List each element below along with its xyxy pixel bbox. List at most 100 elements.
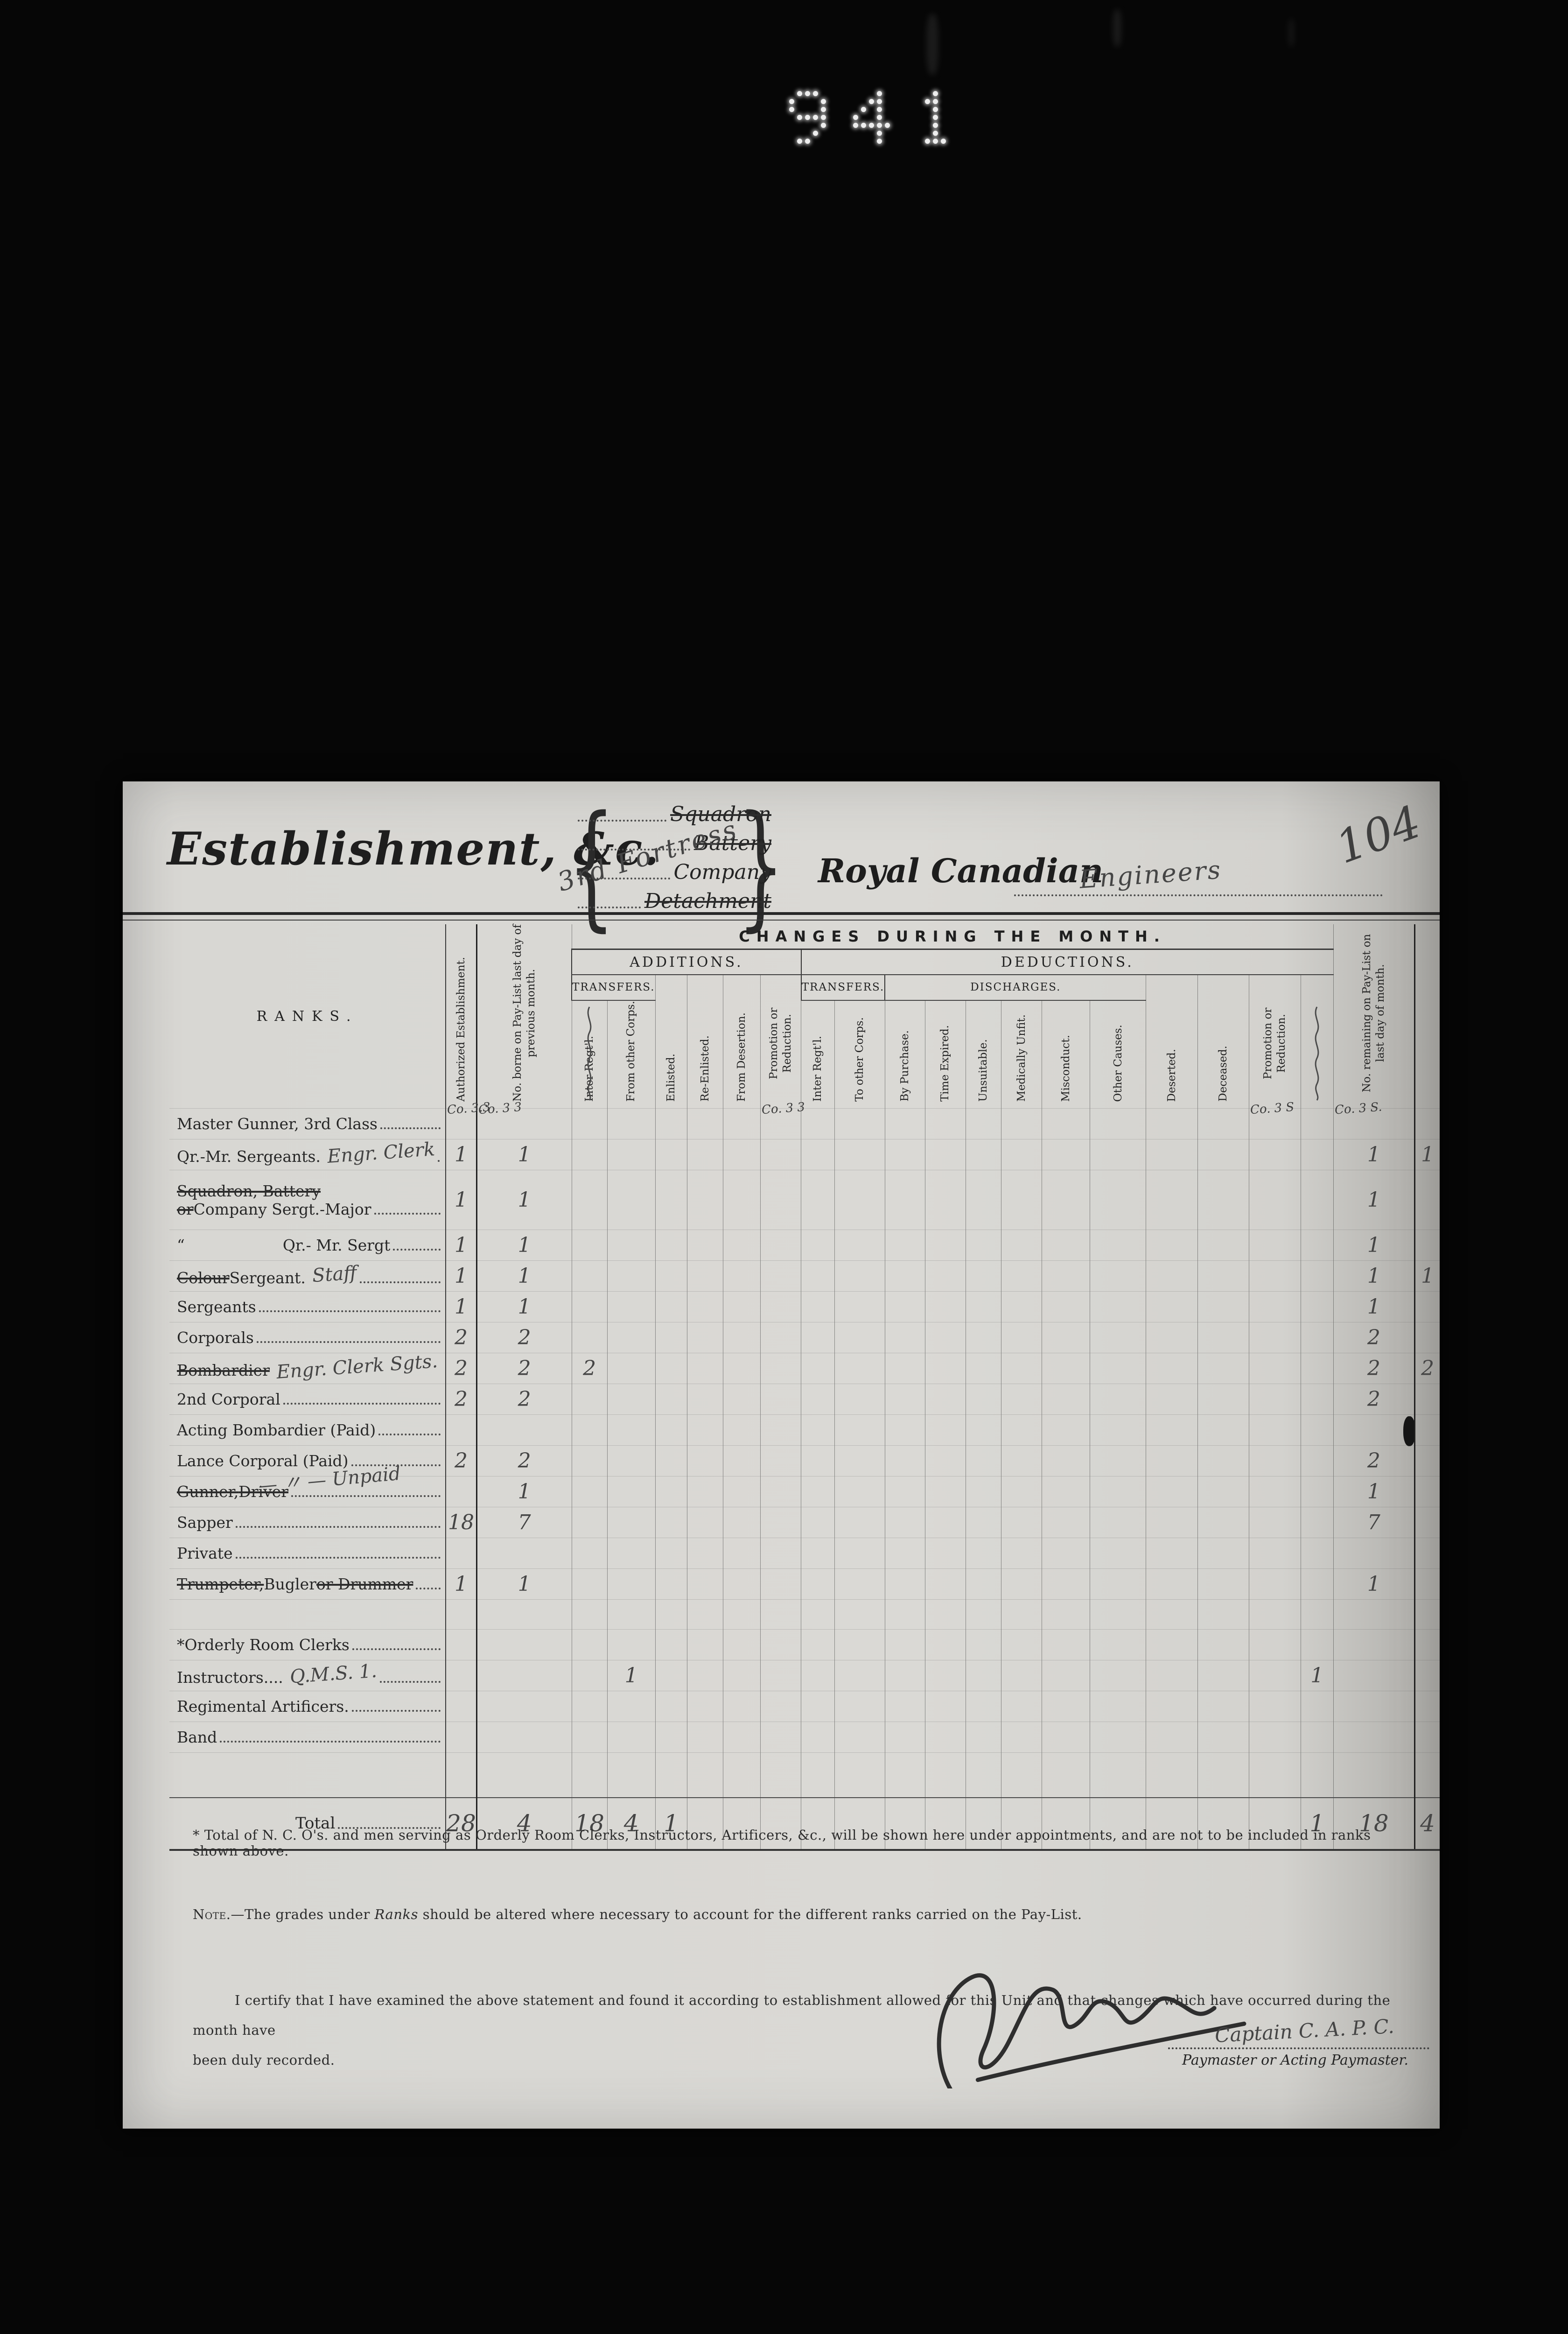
- value-cell-re_enlisted: [687, 1291, 723, 1322]
- value-cell-misconduct: [1042, 1230, 1091, 1261]
- value-cell-purchase: [885, 1414, 926, 1446]
- value-cell-desertion: [723, 1476, 761, 1507]
- value-cell-d_inter: [801, 1476, 835, 1507]
- value-cell-d_promo: [1249, 1353, 1301, 1384]
- value-cell-d_blank: [1301, 1752, 1334, 1798]
- value-cell-margin: [1415, 1538, 1440, 1569]
- value-cell-a_promo: [760, 1291, 802, 1322]
- value-cell-purchase: [885, 1660, 926, 1691]
- table-row-qr-mr-sergt: “ Qr.- Mr. Sergt 1 1 1: [169, 1230, 1440, 1261]
- value-cell-time: [925, 1108, 966, 1139]
- value-cell-time: [925, 1797, 966, 1850]
- value-cell-a_inter: [572, 1445, 608, 1476]
- value-cell-margin: 4: [1415, 1798, 1440, 1850]
- value-cell-d_blank: [1301, 1170, 1334, 1230]
- value-cell-a_inter: [572, 1629, 608, 1660]
- value-cell-desertion: [723, 1108, 761, 1139]
- value-cell-d_promo: [1249, 1476, 1301, 1507]
- table-row-bombardier: Bombardier Engr. Clerk Sgts. 2 2 2 2 2: [169, 1350, 1440, 1384]
- value-cell-d_corps: [834, 1414, 885, 1446]
- value-cell-a_inter: [572, 1291, 608, 1322]
- value-cell-deserted: [1146, 1108, 1198, 1139]
- value-cell-desertion: [723, 1139, 761, 1170]
- value-cell-deserted: [1146, 1691, 1198, 1722]
- value-cell-borne: [476, 1691, 572, 1722]
- value-cell-remaining: [1333, 1629, 1416, 1660]
- value-cell-medunfit: [1001, 1568, 1042, 1600]
- value-cell-deceased: [1197, 1230, 1250, 1261]
- group-discharges: DISCHARGES.: [884, 975, 1147, 1001]
- rank-label-segment: Private: [177, 1544, 233, 1562]
- handwritten-value: 2: [1367, 1449, 1380, 1473]
- value-cell-deceased: [1197, 1629, 1250, 1660]
- unit-option-squadron: Squadron: [578, 797, 771, 826]
- value-cell-margin: [1415, 1109, 1440, 1139]
- frame-digit: [788, 90, 827, 145]
- value-cell-re_enlisted: [687, 1170, 723, 1230]
- column-header-a_inter: Inter Regt'l.: [572, 1000, 608, 1109]
- certification-line-2: been duly recorded.: [193, 2052, 335, 2068]
- value-cell-enlisted: [655, 1384, 688, 1415]
- value-cell-purchase: [885, 1476, 926, 1507]
- value-cell-a_inter: [572, 1230, 608, 1261]
- value-cell-deceased: [1197, 1476, 1250, 1507]
- value-cell-medunfit: [1001, 1291, 1042, 1322]
- value-cell-enlisted: [655, 1170, 688, 1230]
- handwritten-value: 4: [517, 1810, 532, 1837]
- value-cell-d_promo: [1249, 1568, 1301, 1600]
- handwritten-value: 1: [518, 1233, 531, 1257]
- value-cell-othercauses: [1090, 1108, 1147, 1139]
- value-cell-misconduct: [1042, 1108, 1091, 1139]
- value-cell-a_corps: 4: [607, 1797, 656, 1850]
- value-cell-time: [925, 1476, 966, 1507]
- value-cell-d_corps: [834, 1476, 885, 1507]
- handwritten-value: 2: [1421, 1357, 1435, 1380]
- value-cell-d_blank: [1301, 1538, 1334, 1569]
- value-cell-time: [925, 1384, 966, 1415]
- value-cell-d_promo: [1249, 1384, 1301, 1415]
- value-cell-enlisted: [655, 1507, 688, 1538]
- value-cell-re_enlisted: [687, 1476, 723, 1507]
- table-row-private: Private: [169, 1538, 1440, 1569]
- total-label: Total: [295, 1814, 336, 1833]
- value-cell-medunfit: [1001, 1691, 1042, 1722]
- table-row-spacer-1: [169, 1599, 1440, 1630]
- rank-label-cell: Qr.-Mr. Sergeants. Engr. Clerk: [169, 1138, 447, 1170]
- value-cell-deserted: [1146, 1230, 1198, 1261]
- value-cell-misconduct: [1042, 1538, 1091, 1569]
- value-cell-d_promo: [1249, 1414, 1301, 1446]
- value-cell-a_inter: [572, 1691, 608, 1722]
- value-cell-unsuitable: [966, 1568, 1002, 1600]
- value-cell-deceased: [1197, 1507, 1250, 1538]
- value-cell-deceased: [1197, 1170, 1250, 1230]
- rank-label-cell: 2nd Corporal: [169, 1384, 447, 1415]
- value-cell-a_promo: [760, 1629, 802, 1660]
- value-cell-d_inter: [801, 1414, 835, 1446]
- value-cell-deserted: [1146, 1414, 1198, 1446]
- value-cell-auth: 1: [446, 1291, 477, 1322]
- value-cell-unsuitable: [966, 1722, 1002, 1753]
- value-cell-re_enlisted: [687, 1230, 723, 1261]
- value-cell-d_blank: [1301, 1230, 1334, 1261]
- column-header-borne: No. borne on Pay-List last day of previo…: [476, 924, 572, 1117]
- value-cell-time: [925, 1722, 966, 1753]
- value-cell-auth: [446, 1414, 477, 1446]
- value-cell-re_enlisted: [687, 1568, 723, 1600]
- frame-digit: [916, 90, 955, 145]
- value-cell-desertion: [723, 1660, 761, 1691]
- value-cell-enlisted: [655, 1629, 688, 1660]
- value-cell-desertion: [723, 1568, 761, 1600]
- value-cell-desertion: [723, 1414, 761, 1446]
- value-cell-a_promo: [760, 1260, 802, 1292]
- value-cell-borne: 1: [476, 1260, 572, 1292]
- value-cell-borne: [476, 1108, 572, 1139]
- column-header-othercauses: Other Causes.: [1090, 1000, 1147, 1109]
- value-cell-medunfit: [1001, 1538, 1042, 1569]
- value-cell-d_corps: [834, 1139, 885, 1170]
- column-header-purchase: By Purchase.: [885, 1000, 926, 1109]
- value-cell-a_inter: 2: [572, 1353, 608, 1384]
- value-cell-d_promo: [1249, 1230, 1301, 1261]
- value-cell-deserted: [1146, 1660, 1198, 1691]
- value-cell-d_promo: [1249, 1538, 1301, 1569]
- value-cell-unsuitable: [966, 1476, 1002, 1507]
